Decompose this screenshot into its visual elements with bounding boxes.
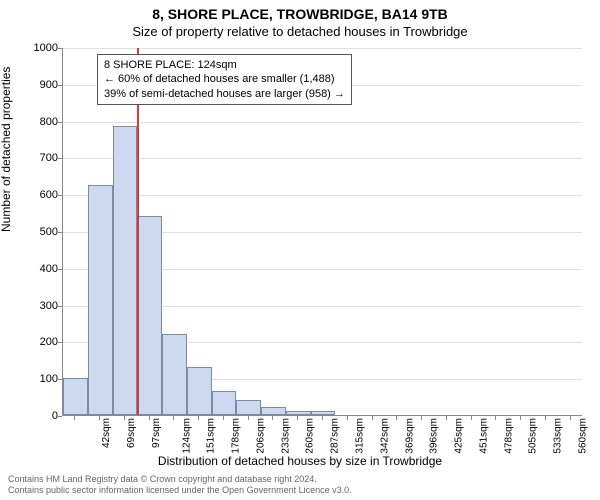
x-tick-mark bbox=[520, 416, 521, 420]
histogram-bar bbox=[113, 126, 138, 415]
x-tick-mark bbox=[545, 416, 546, 420]
x-tick-label: 425sqm bbox=[454, 418, 465, 454]
y-tick-mark bbox=[58, 158, 62, 159]
x-tick-label: 233sqm bbox=[280, 418, 291, 454]
x-tick-label: 178sqm bbox=[231, 418, 242, 454]
x-tick-mark bbox=[297, 416, 298, 420]
x-tick-mark bbox=[223, 416, 224, 420]
y-tick-mark bbox=[58, 416, 62, 417]
x-tick-label: 342sqm bbox=[379, 418, 390, 454]
histogram-bar bbox=[63, 378, 88, 415]
histogram-bar bbox=[261, 407, 286, 415]
page-title-line2: Size of property relative to detached ho… bbox=[0, 24, 600, 39]
footer-line1: Contains HM Land Registry data © Crown c… bbox=[8, 474, 352, 485]
histogram-bar bbox=[212, 391, 237, 415]
y-tick-mark bbox=[58, 195, 62, 196]
histogram-bar bbox=[236, 400, 261, 415]
x-tick-label: 369sqm bbox=[404, 418, 415, 454]
info-box-line1: 8 SHORE PLACE: 124sqm bbox=[104, 58, 345, 72]
info-box-line2: ← 60% of detached houses are smaller (1,… bbox=[104, 72, 345, 86]
y-tick-mark bbox=[58, 85, 62, 86]
x-tick-mark bbox=[198, 416, 199, 420]
histogram-bar bbox=[162, 334, 187, 415]
x-tick-mark bbox=[248, 416, 249, 420]
x-tick-mark bbox=[471, 416, 472, 420]
y-tick-label: 600 bbox=[18, 189, 58, 201]
y-axis-label: Number of detached properties bbox=[0, 67, 13, 232]
x-tick-mark bbox=[570, 416, 571, 420]
y-tick-label: 300 bbox=[18, 300, 58, 312]
x-tick-mark bbox=[74, 416, 75, 420]
grid-line bbox=[63, 158, 582, 159]
footer-line2: Contains public sector information licen… bbox=[8, 485, 352, 496]
x-tick-label: 478sqm bbox=[503, 418, 514, 454]
x-tick-mark bbox=[173, 416, 174, 420]
y-tick-mark bbox=[58, 342, 62, 343]
y-tick-mark bbox=[58, 306, 62, 307]
x-tick-mark bbox=[446, 416, 447, 420]
histogram-bar bbox=[311, 411, 336, 415]
x-tick-label: 69sqm bbox=[126, 418, 137, 448]
y-tick-label: 100 bbox=[18, 373, 58, 385]
y-tick-mark bbox=[58, 379, 62, 380]
histogram-bar bbox=[286, 411, 311, 415]
chart-container: 8, SHORE PLACE, TROWBRIDGE, BA14 9TB Siz… bbox=[0, 0, 600, 500]
y-tick-label: 200 bbox=[18, 336, 58, 348]
x-tick-label: 124sqm bbox=[181, 418, 192, 454]
info-box: 8 SHORE PLACE: 124sqm ← 60% of detached … bbox=[97, 54, 352, 105]
page-title-line1: 8, SHORE PLACE, TROWBRIDGE, BA14 9TB bbox=[0, 6, 600, 22]
x-tick-mark bbox=[495, 416, 496, 420]
x-tick-label: 260sqm bbox=[305, 418, 316, 454]
x-tick-mark bbox=[347, 416, 348, 420]
x-tick-label: 42sqm bbox=[101, 418, 112, 448]
y-tick-label: 800 bbox=[18, 116, 58, 128]
grid-line bbox=[63, 122, 582, 123]
grid-line bbox=[63, 195, 582, 196]
x-tick-label: 560sqm bbox=[577, 418, 588, 454]
y-tick-mark bbox=[58, 48, 62, 49]
x-tick-mark bbox=[124, 416, 125, 420]
x-tick-label: 505sqm bbox=[528, 418, 539, 454]
x-tick-label: 151sqm bbox=[206, 418, 217, 454]
x-tick-mark bbox=[99, 416, 100, 420]
plot-area: 8 SHORE PLACE: 124sqm ← 60% of detached … bbox=[62, 48, 582, 416]
y-tick-mark bbox=[58, 269, 62, 270]
x-tick-mark bbox=[421, 416, 422, 420]
x-tick-label: 287sqm bbox=[330, 418, 341, 454]
info-box-line3: 39% of semi-detached houses are larger (… bbox=[104, 87, 345, 101]
x-tick-mark bbox=[272, 416, 273, 420]
y-tick-label: 0 bbox=[18, 410, 58, 422]
y-tick-mark bbox=[58, 232, 62, 233]
x-tick-mark bbox=[322, 416, 323, 420]
y-tick-label: 900 bbox=[18, 79, 58, 91]
histogram-bar bbox=[187, 367, 212, 415]
x-tick-label: 97sqm bbox=[151, 418, 162, 448]
histogram-bar bbox=[88, 185, 113, 415]
x-tick-mark bbox=[149, 416, 150, 420]
x-tick-label: 396sqm bbox=[429, 418, 440, 454]
x-tick-mark bbox=[396, 416, 397, 420]
x-axis-label: Distribution of detached houses by size … bbox=[0, 454, 600, 468]
x-tick-mark bbox=[372, 416, 373, 420]
y-tick-label: 1000 bbox=[18, 42, 58, 54]
grid-line bbox=[63, 48, 582, 49]
y-tick-label: 700 bbox=[18, 152, 58, 164]
y-tick-label: 500 bbox=[18, 226, 58, 238]
y-tick-label: 400 bbox=[18, 263, 58, 275]
x-tick-label: 315sqm bbox=[355, 418, 366, 454]
y-tick-mark bbox=[58, 122, 62, 123]
x-tick-label: 533sqm bbox=[553, 418, 564, 454]
x-tick-label: 206sqm bbox=[256, 418, 267, 454]
histogram-bar bbox=[137, 216, 162, 415]
x-tick-label: 451sqm bbox=[478, 418, 489, 454]
footer-text: Contains HM Land Registry data © Crown c… bbox=[8, 474, 352, 496]
